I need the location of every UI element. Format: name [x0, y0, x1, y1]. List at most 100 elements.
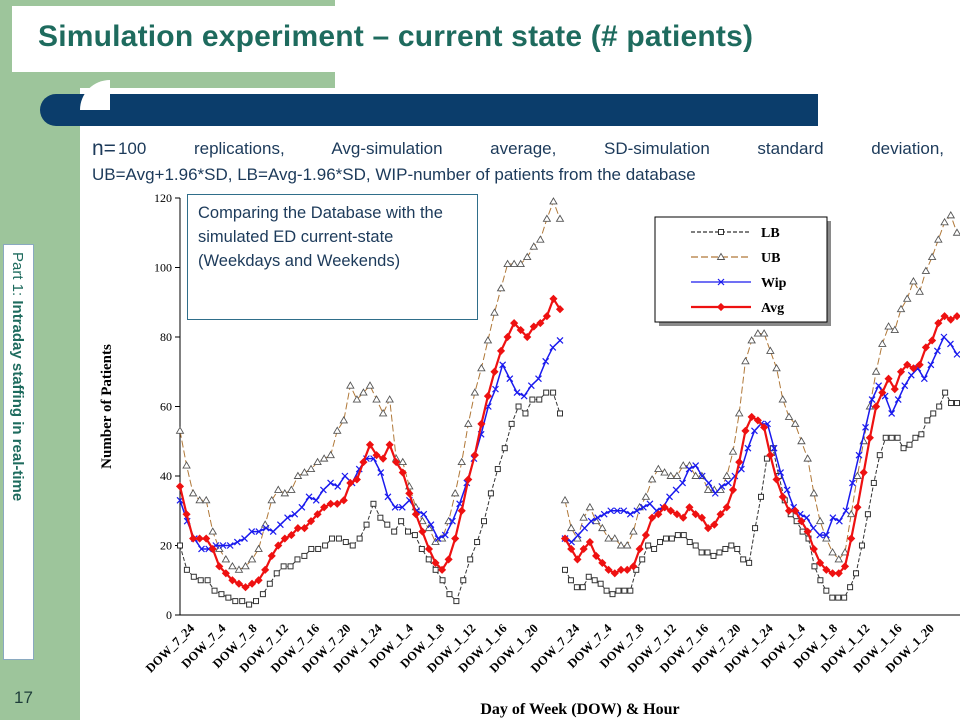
avg-point [516, 325, 525, 335]
lb-point [197, 577, 204, 584]
ub-point [747, 336, 756, 344]
wip-point-stroke [744, 444, 752, 452]
lb-point [645, 542, 652, 549]
avg-point [772, 475, 781, 484]
ub-point [647, 475, 657, 483]
avg-point [261, 565, 270, 574]
avg-point [202, 534, 211, 543]
wip-point-stroke [646, 500, 654, 508]
series-ub [175, 197, 960, 573]
lb-point [621, 587, 628, 594]
wip-point [953, 350, 960, 358]
avg-point [921, 343, 930, 352]
lb-point [280, 563, 287, 570]
lb-point [315, 545, 322, 552]
series-line-avg [564, 314, 958, 575]
avg-point [878, 388, 887, 397]
lb-point [453, 598, 460, 605]
wip-point [633, 507, 641, 515]
avg-point [267, 551, 276, 560]
wip-point [666, 493, 673, 501]
avg-point [392, 458, 401, 467]
lb-point [467, 556, 474, 563]
avg-point [339, 496, 348, 505]
y-tick-label: 0 [166, 608, 172, 622]
wip-point-stroke [520, 392, 528, 400]
ub-point [346, 381, 355, 389]
wip-point [574, 531, 582, 539]
wip-point-stroke [901, 382, 909, 390]
wip-point-stroke [829, 514, 837, 522]
ub-point [188, 488, 198, 497]
wip-point [646, 500, 654, 508]
avg-point [716, 302, 726, 312]
ub-point [853, 471, 862, 479]
lb-point [259, 591, 266, 598]
avg-point [287, 531, 296, 540]
wip-point [835, 517, 843, 525]
wip-point-stroke [751, 427, 758, 435]
lb-point [692, 542, 699, 549]
lb-point [942, 389, 949, 396]
wip-point [875, 382, 883, 390]
ub-point [778, 395, 788, 403]
wip-point [513, 389, 521, 397]
wip-point [718, 483, 726, 490]
lb-point [954, 400, 960, 407]
lb-point [308, 545, 315, 552]
wip-point-stroke [653, 507, 660, 515]
avg-point [859, 468, 868, 477]
lb-point [218, 591, 225, 598]
wip-point-stroke [262, 524, 270, 532]
avg-point [241, 583, 250, 592]
lb-point [936, 403, 943, 410]
lb-point [501, 445, 508, 452]
y-tick-label: 80 [160, 330, 172, 344]
lb-point [758, 493, 764, 500]
ub-point [915, 287, 924, 295]
series-avg [175, 294, 960, 592]
wip-point [319, 486, 327, 494]
ub-point [902, 294, 912, 302]
wip-point-stroke [770, 444, 778, 452]
lb-point [446, 591, 453, 598]
wip-point [783, 486, 791, 494]
ub-point [496, 283, 506, 292]
avg-point [903, 360, 912, 369]
ub-point [921, 266, 931, 274]
ub-point [654, 464, 663, 472]
lb-point [882, 434, 889, 441]
avg-point [834, 569, 843, 578]
lb-point [662, 535, 669, 542]
avg-point [847, 534, 856, 543]
ub-point [741, 356, 750, 365]
y-tick-label: 60 [160, 400, 172, 414]
wip-point-stroke [492, 385, 499, 393]
wip-point [626, 510, 634, 518]
lb-point [597, 580, 604, 587]
avg-point [778, 492, 787, 501]
ub-point [828, 548, 837, 556]
lb-point [870, 479, 877, 486]
ub-point [691, 471, 700, 479]
wip-point-stroke [542, 357, 550, 365]
avg-point [896, 367, 906, 376]
ub-point [549, 197, 558, 205]
ub-point [566, 523, 576, 532]
wip-point-stroke [499, 361, 507, 369]
avg-point [365, 440, 375, 449]
wip-point-stroke [816, 531, 824, 539]
lb-point [391, 528, 398, 535]
lb-point [710, 552, 717, 559]
chart-lines [175, 197, 960, 608]
lb-point [728, 542, 735, 549]
wip-point [849, 479, 856, 487]
avg-point [438, 565, 447, 574]
wip-point-stroke [894, 396, 902, 403]
wip-point-stroke [881, 392, 889, 400]
wip-point [262, 524, 270, 532]
wip-point-stroke [947, 340, 954, 348]
ub-point [470, 388, 480, 396]
y-tick-label: 20 [160, 539, 172, 553]
wip-point [829, 514, 837, 522]
